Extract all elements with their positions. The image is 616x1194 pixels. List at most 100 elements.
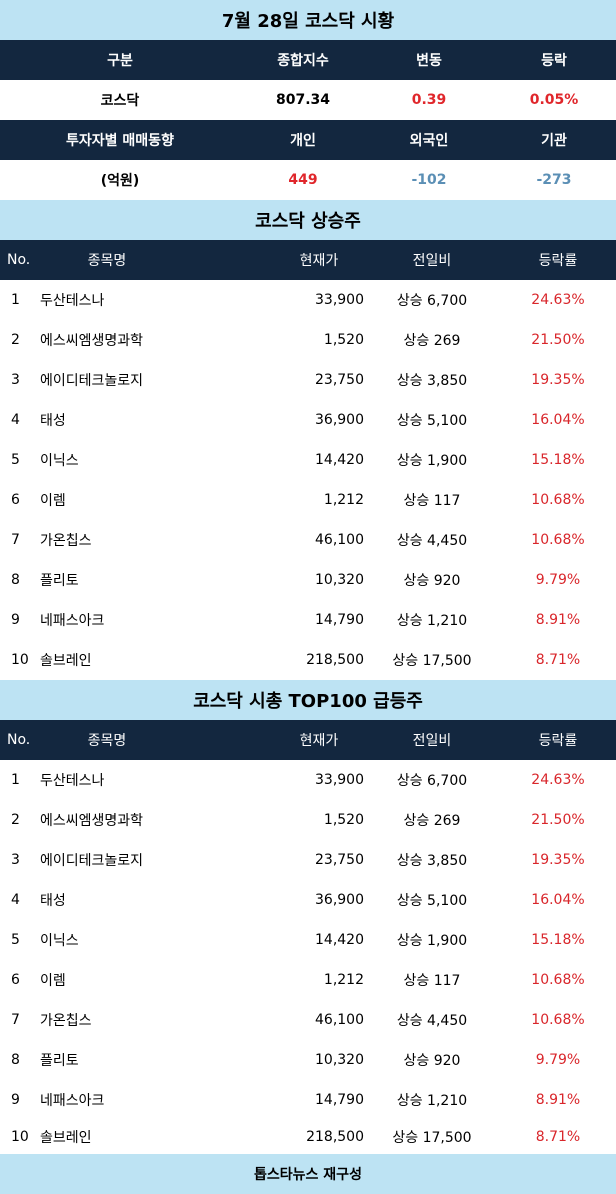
price-change: 상승 17,500 [392,1130,472,1146]
stock-name: 네패스아크 [40,613,105,629]
investor-foreign-value: -102 [411,172,447,188]
row-number: 10 [11,1129,29,1145]
price-change: 상승 269 [403,333,461,349]
col-name-header: 종목명 [87,733,127,749]
table-row: 5 이닉스 14,420 상승 1,900 15.18% [0,440,616,480]
row-number: 4 [11,412,20,428]
change-rate: 8.71% [535,652,581,668]
investor-head-individual: 개인 [290,133,316,149]
change-rate: 24.63% [531,292,585,308]
summary-index-value: 807.34 [275,92,331,108]
current-price: 46,100 [315,532,364,548]
price-change: 상승 5,100 [396,893,468,909]
change-rate: 16.04% [531,412,585,428]
row-number: 2 [11,812,20,828]
price-change: 상승 117 [403,493,461,509]
current-price: 1,212 [323,972,364,988]
stock-name: 가온칩스 [40,1013,92,1029]
row-number: 9 [11,612,20,628]
price-change: 상승 920 [403,1053,461,1069]
current-price: 14,420 [315,932,364,948]
current-price: 23,750 [315,852,364,868]
current-price: 218,500 [306,652,364,668]
stock-name: 태성 [40,413,66,429]
col-no-header: No. [7,732,31,748]
row-number: 8 [11,572,20,588]
price-change: 상승 1,900 [396,453,468,469]
current-price: 36,900 [315,412,364,428]
table-row: 1 두산테스나 33,900 상승 6,700 24.63% [0,280,616,320]
price-change: 상승 1,900 [396,933,468,949]
investor-individual-value: 449 [288,172,318,188]
price-change: 상승 17,500 [392,653,472,669]
price-change: 상승 3,850 [396,373,468,389]
stock-name: 에이디테크놀로지 [40,373,144,389]
investor-row: (억원) 449 -102 -273 [0,160,616,200]
report-title: 7월 28일 코스닥 시황 [0,0,616,40]
change-rate: 8.71% [535,1129,581,1145]
row-number: 6 [11,492,20,508]
row-number: 5 [11,452,20,468]
current-price: 10,320 [315,572,364,588]
stock-name: 플리토 [40,1053,79,1069]
row-number: 10 [11,652,29,668]
stock-name: 에스씨엠생명과학 [40,813,144,829]
price-change: 상승 6,700 [396,773,468,789]
change-rate: 10.68% [531,972,585,988]
col-diff-header: 전일비 [412,733,452,749]
row-number: 1 [11,772,20,788]
current-price: 1,520 [323,812,364,828]
current-price: 46,100 [315,1012,364,1028]
change-rate: 10.68% [531,492,585,508]
table-row: 6 이렘 1,212 상승 117 10.68% [0,480,616,520]
stock-name: 플리토 [40,573,79,589]
table-row: 2 에스씨엠생명과학 1,520 상승 269 21.50% [0,800,616,840]
summary-head-index: 종합지수 [277,53,329,69]
table-row: 1 두산테스나 33,900 상승 6,700 24.63% [0,760,616,800]
summary-market-name: 코스닥 [100,93,140,109]
current-price: 14,790 [315,1092,364,1108]
change-rate: 8.91% [535,612,581,628]
investor-head-label: 투자자별 매매동향 [66,133,174,149]
risers-table-header: No. 종목명 현재가 전일비 등락률 [0,240,616,280]
current-price: 33,900 [315,772,364,788]
table-row: 10 솔브레인 218,500 상승 17,500 8.71% [0,640,616,680]
change-rate: 16.04% [531,892,585,908]
table-row: 7 가온칩스 46,100 상승 4,450 10.68% [0,520,616,560]
row-number: 7 [11,532,20,548]
stock-name: 두산테스나 [40,773,105,789]
table-row: 8 플리토 10,320 상승 920 9.79% [0,560,616,600]
investor-head-foreign: 외국인 [409,133,449,149]
price-change: 상승 5,100 [396,413,468,429]
stock-name: 네패스아크 [40,1093,105,1109]
section-title-risers: 코스닥 상승주 [0,200,616,240]
table-row: 8 플리토 10,320 상승 920 9.79% [0,1040,616,1080]
current-price: 23,750 [315,372,364,388]
stock-name: 이닉스 [40,453,79,469]
summary-head-change: 변동 [416,53,442,69]
summary-header-row: 구분 종합지수 변동 등락 [0,40,616,80]
price-change: 상승 4,450 [396,1013,468,1029]
change-rate: 21.50% [531,332,585,348]
row-number: 3 [11,852,20,868]
price-change: 상승 6,700 [396,293,468,309]
row-number: 3 [11,372,20,388]
summary-row: 코스닥 807.34 0.39 0.05% [0,80,616,120]
price-change: 상승 920 [403,573,461,589]
change-rate: 9.79% [535,1052,581,1068]
stock-name: 이닉스 [40,933,79,949]
section-title-top100: 코스닥 시총 TOP100 급등주 [0,680,616,720]
stock-name: 에스씨엠생명과학 [40,333,144,349]
change-rate: 24.63% [531,772,585,788]
investor-head-institution: 기관 [541,133,567,149]
current-price: 36,900 [315,892,364,908]
stock-name: 두산테스나 [40,293,105,309]
change-rate: 15.18% [531,452,585,468]
current-price: 10,320 [315,1052,364,1068]
current-price: 218,500 [306,1129,364,1145]
price-change: 상승 1,210 [396,613,468,629]
row-number: 4 [11,892,20,908]
current-price: 14,790 [315,612,364,628]
row-number: 7 [11,1012,20,1028]
